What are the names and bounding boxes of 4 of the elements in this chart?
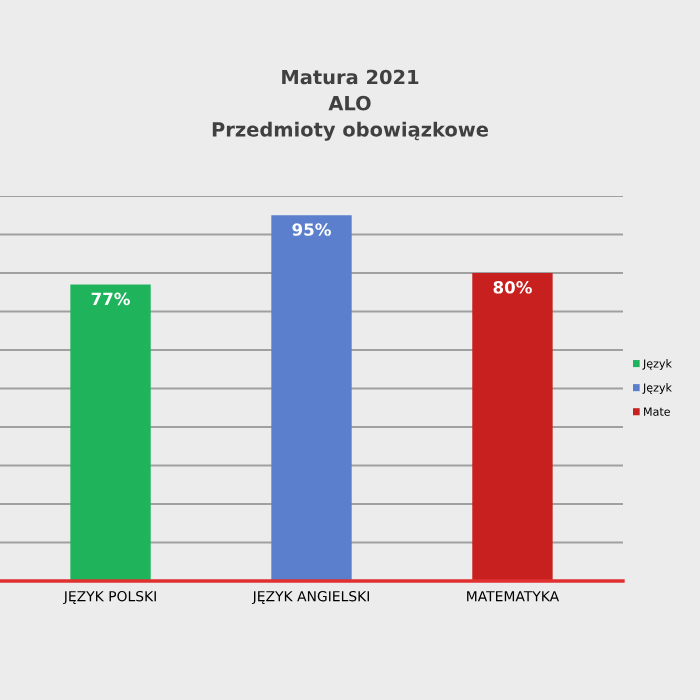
data-label: 77% xyxy=(91,292,130,306)
data-label: 80% xyxy=(493,280,532,294)
chart-title: Matura 2021 ALO Przedmioty obowiązkowe xyxy=(212,69,489,141)
data-label: 95% xyxy=(292,223,331,236)
